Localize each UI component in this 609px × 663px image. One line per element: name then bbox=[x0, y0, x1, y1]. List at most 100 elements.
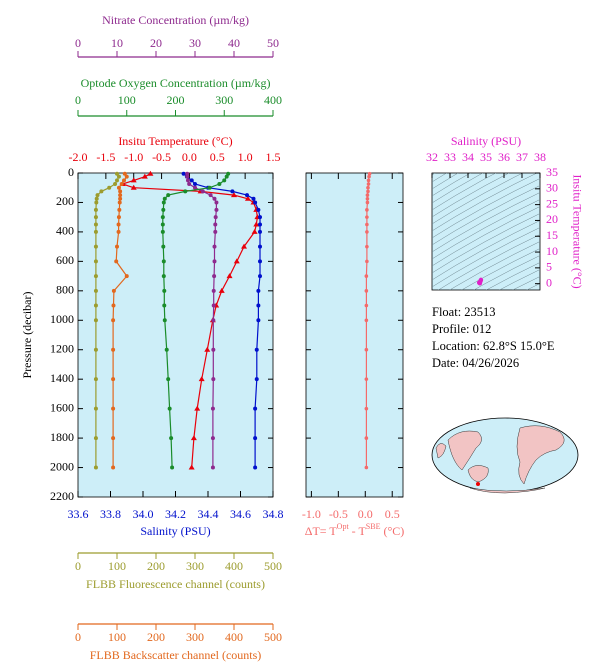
y-axis-title: Insitu Temperature (°C) bbox=[570, 174, 584, 288]
data-point bbox=[94, 200, 99, 205]
data-point bbox=[95, 193, 100, 198]
data-point bbox=[253, 406, 258, 411]
density-contour bbox=[432, 199, 540, 260]
data-point bbox=[364, 318, 369, 323]
data-point bbox=[93, 259, 98, 264]
x-tick-label: 400 bbox=[225, 559, 243, 573]
data-point bbox=[93, 406, 98, 411]
data-point bbox=[116, 215, 121, 220]
x-tick-label: 400 bbox=[264, 93, 282, 107]
data-point bbox=[124, 274, 129, 279]
data-point bbox=[193, 182, 197, 187]
density-contour bbox=[432, 213, 540, 274]
data-point bbox=[210, 465, 215, 470]
x-tick-label: 1.5 bbox=[266, 150, 281, 164]
data-point bbox=[169, 436, 174, 441]
density-contour bbox=[512, 276, 540, 290]
data-point bbox=[93, 318, 98, 323]
data-point bbox=[118, 189, 123, 194]
data-point bbox=[366, 182, 371, 186]
plot-area bbox=[431, 172, 541, 291]
y-tick-label: 25 bbox=[546, 196, 558, 210]
data-point bbox=[256, 207, 261, 212]
float-info-line: Float: 23513 bbox=[432, 305, 496, 319]
x-tick-label: 300 bbox=[215, 93, 233, 107]
data-point bbox=[183, 189, 188, 194]
x-tick-label: 100 bbox=[108, 630, 126, 644]
data-point bbox=[365, 222, 369, 227]
density-contour bbox=[432, 185, 540, 246]
data-point bbox=[93, 274, 98, 279]
data-point bbox=[364, 289, 369, 293]
y-tick-label: 15 bbox=[546, 228, 558, 242]
x-axis-title-part: - T bbox=[349, 524, 367, 538]
x-tick-label: 0 bbox=[75, 559, 81, 573]
float-info-line: Location: 62.8°S 15.0°E bbox=[432, 339, 555, 353]
data-point bbox=[111, 347, 116, 352]
x-tick-label: 100 bbox=[118, 93, 136, 107]
data-point bbox=[212, 244, 217, 249]
x-tick-label: 20 bbox=[150, 36, 162, 50]
data-point bbox=[226, 273, 233, 279]
x-axis-title: Nitrate Concentration (µm/kg) bbox=[102, 13, 249, 27]
x-tick-label: 0 bbox=[75, 36, 81, 50]
profile-line bbox=[183, 173, 261, 468]
data-point bbox=[93, 436, 98, 441]
y-tick-label: 0 bbox=[546, 275, 552, 289]
data-point bbox=[213, 229, 218, 234]
data-point bbox=[258, 215, 262, 220]
x-tick-label: 34.8 bbox=[263, 507, 284, 521]
plot-area bbox=[77, 172, 274, 498]
float-info-line: Profile: 012 bbox=[432, 322, 491, 336]
x-axis-title: Optode Oxygen Concentration (µm/kg) bbox=[81, 76, 271, 90]
x-axis-title: ΔT= TOpt - TSBE (°C) bbox=[305, 522, 405, 537]
data-point bbox=[217, 182, 222, 187]
data-point bbox=[214, 207, 219, 212]
x-tick-label: 100 bbox=[108, 559, 126, 573]
data-point bbox=[118, 196, 123, 201]
data-point bbox=[367, 171, 372, 176]
data-point bbox=[93, 215, 98, 220]
density-contour bbox=[432, 173, 447, 183]
y-tick-label: 800 bbox=[56, 283, 74, 297]
data-point bbox=[117, 207, 122, 212]
x-axis-title: Insitu Temperature (°C) bbox=[118, 134, 232, 148]
y-tick-label: 1600 bbox=[50, 400, 74, 414]
x-tick-label: 500 bbox=[264, 559, 282, 573]
data-point bbox=[213, 215, 218, 220]
density-contour bbox=[432, 173, 471, 197]
x-tick-label: 200 bbox=[167, 93, 185, 107]
data-point bbox=[116, 185, 121, 190]
data-point bbox=[162, 318, 167, 323]
data-point bbox=[365, 193, 370, 197]
data-point bbox=[222, 178, 227, 183]
data-point bbox=[245, 193, 249, 198]
data-point bbox=[162, 196, 167, 201]
y-tick-label: 10 bbox=[546, 244, 558, 258]
x-tick-label: 36 bbox=[498, 150, 510, 164]
x-tick-label: 300 bbox=[186, 630, 204, 644]
data-point bbox=[99, 189, 104, 194]
data-point bbox=[212, 274, 217, 279]
data-point bbox=[188, 464, 195, 470]
data-point bbox=[365, 208, 369, 212]
y-axis-title: Pressure (decibar) bbox=[20, 292, 34, 379]
data-point bbox=[93, 207, 98, 212]
data-point bbox=[212, 196, 217, 201]
density-contour bbox=[432, 220, 540, 281]
density-contour bbox=[432, 192, 540, 253]
x-tick-label: 10 bbox=[111, 36, 123, 50]
x-tick-label: 0.0 bbox=[182, 150, 197, 164]
x-tick-label: 500 bbox=[264, 630, 282, 644]
data-point bbox=[161, 207, 166, 212]
data-point bbox=[170, 465, 175, 470]
data-point bbox=[200, 189, 205, 194]
data-point bbox=[187, 182, 192, 187]
data-point bbox=[253, 221, 260, 227]
data-point bbox=[212, 259, 217, 264]
data-point bbox=[253, 200, 258, 205]
data-point bbox=[185, 171, 190, 176]
data-point bbox=[251, 196, 256, 201]
data-point bbox=[111, 465, 116, 470]
data-point bbox=[258, 259, 262, 264]
